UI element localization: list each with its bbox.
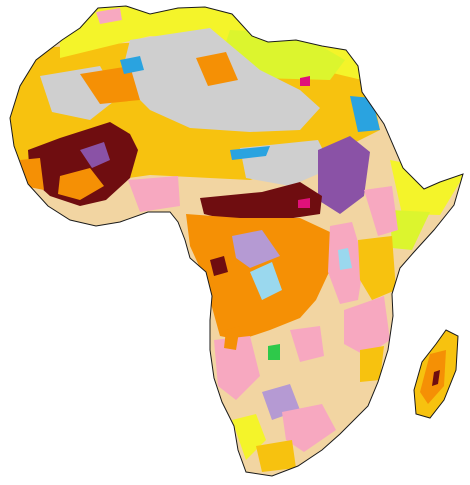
mozambique-pink-region — [344, 296, 390, 356]
green-patch — [268, 344, 280, 360]
west-africa-purple-patch — [80, 142, 110, 168]
west-africa-maroon-shield — [28, 122, 138, 206]
magenta-patch-north — [300, 76, 310, 86]
somalia-lime-region — [390, 210, 430, 250]
east-africa-gold-region — [358, 236, 396, 300]
congo-lavender-patch — [232, 230, 280, 268]
ethiopia-pink-region — [364, 186, 398, 236]
namibia-pink-region — [214, 336, 260, 400]
west-africa-pink-patch — [128, 176, 180, 212]
madagascar-coastline — [413, 329, 459, 419]
madagascar-orange-region — [420, 350, 446, 404]
magenta-patch — [298, 198, 310, 208]
morocco-pink-patch — [96, 8, 122, 24]
angola-orange-patch — [224, 326, 240, 350]
south-africa-pink-region — [282, 404, 336, 452]
north-blue-patch — [120, 56, 144, 74]
madagascar-island — [413, 329, 459, 419]
madagascar-maroon-patch — [432, 370, 440, 386]
congo-maroon-patch — [210, 256, 228, 276]
africa-coastline — [9, 5, 464, 477]
west-africa-orange-patch — [58, 168, 104, 200]
lake-victoria-lightblue — [338, 248, 352, 270]
north-orange-patch — [80, 66, 140, 104]
congo-lightblue-patch — [250, 262, 282, 300]
cape-gold-region — [256, 440, 296, 472]
east-sudan-purple-region — [318, 136, 370, 214]
central-maroon-band — [200, 182, 322, 222]
zimbabwe-pink-region — [290, 326, 324, 362]
mozambique-gold-region — [360, 346, 384, 382]
chad-blue-patch — [230, 146, 270, 160]
north-orange-patch-2 — [196, 52, 238, 86]
